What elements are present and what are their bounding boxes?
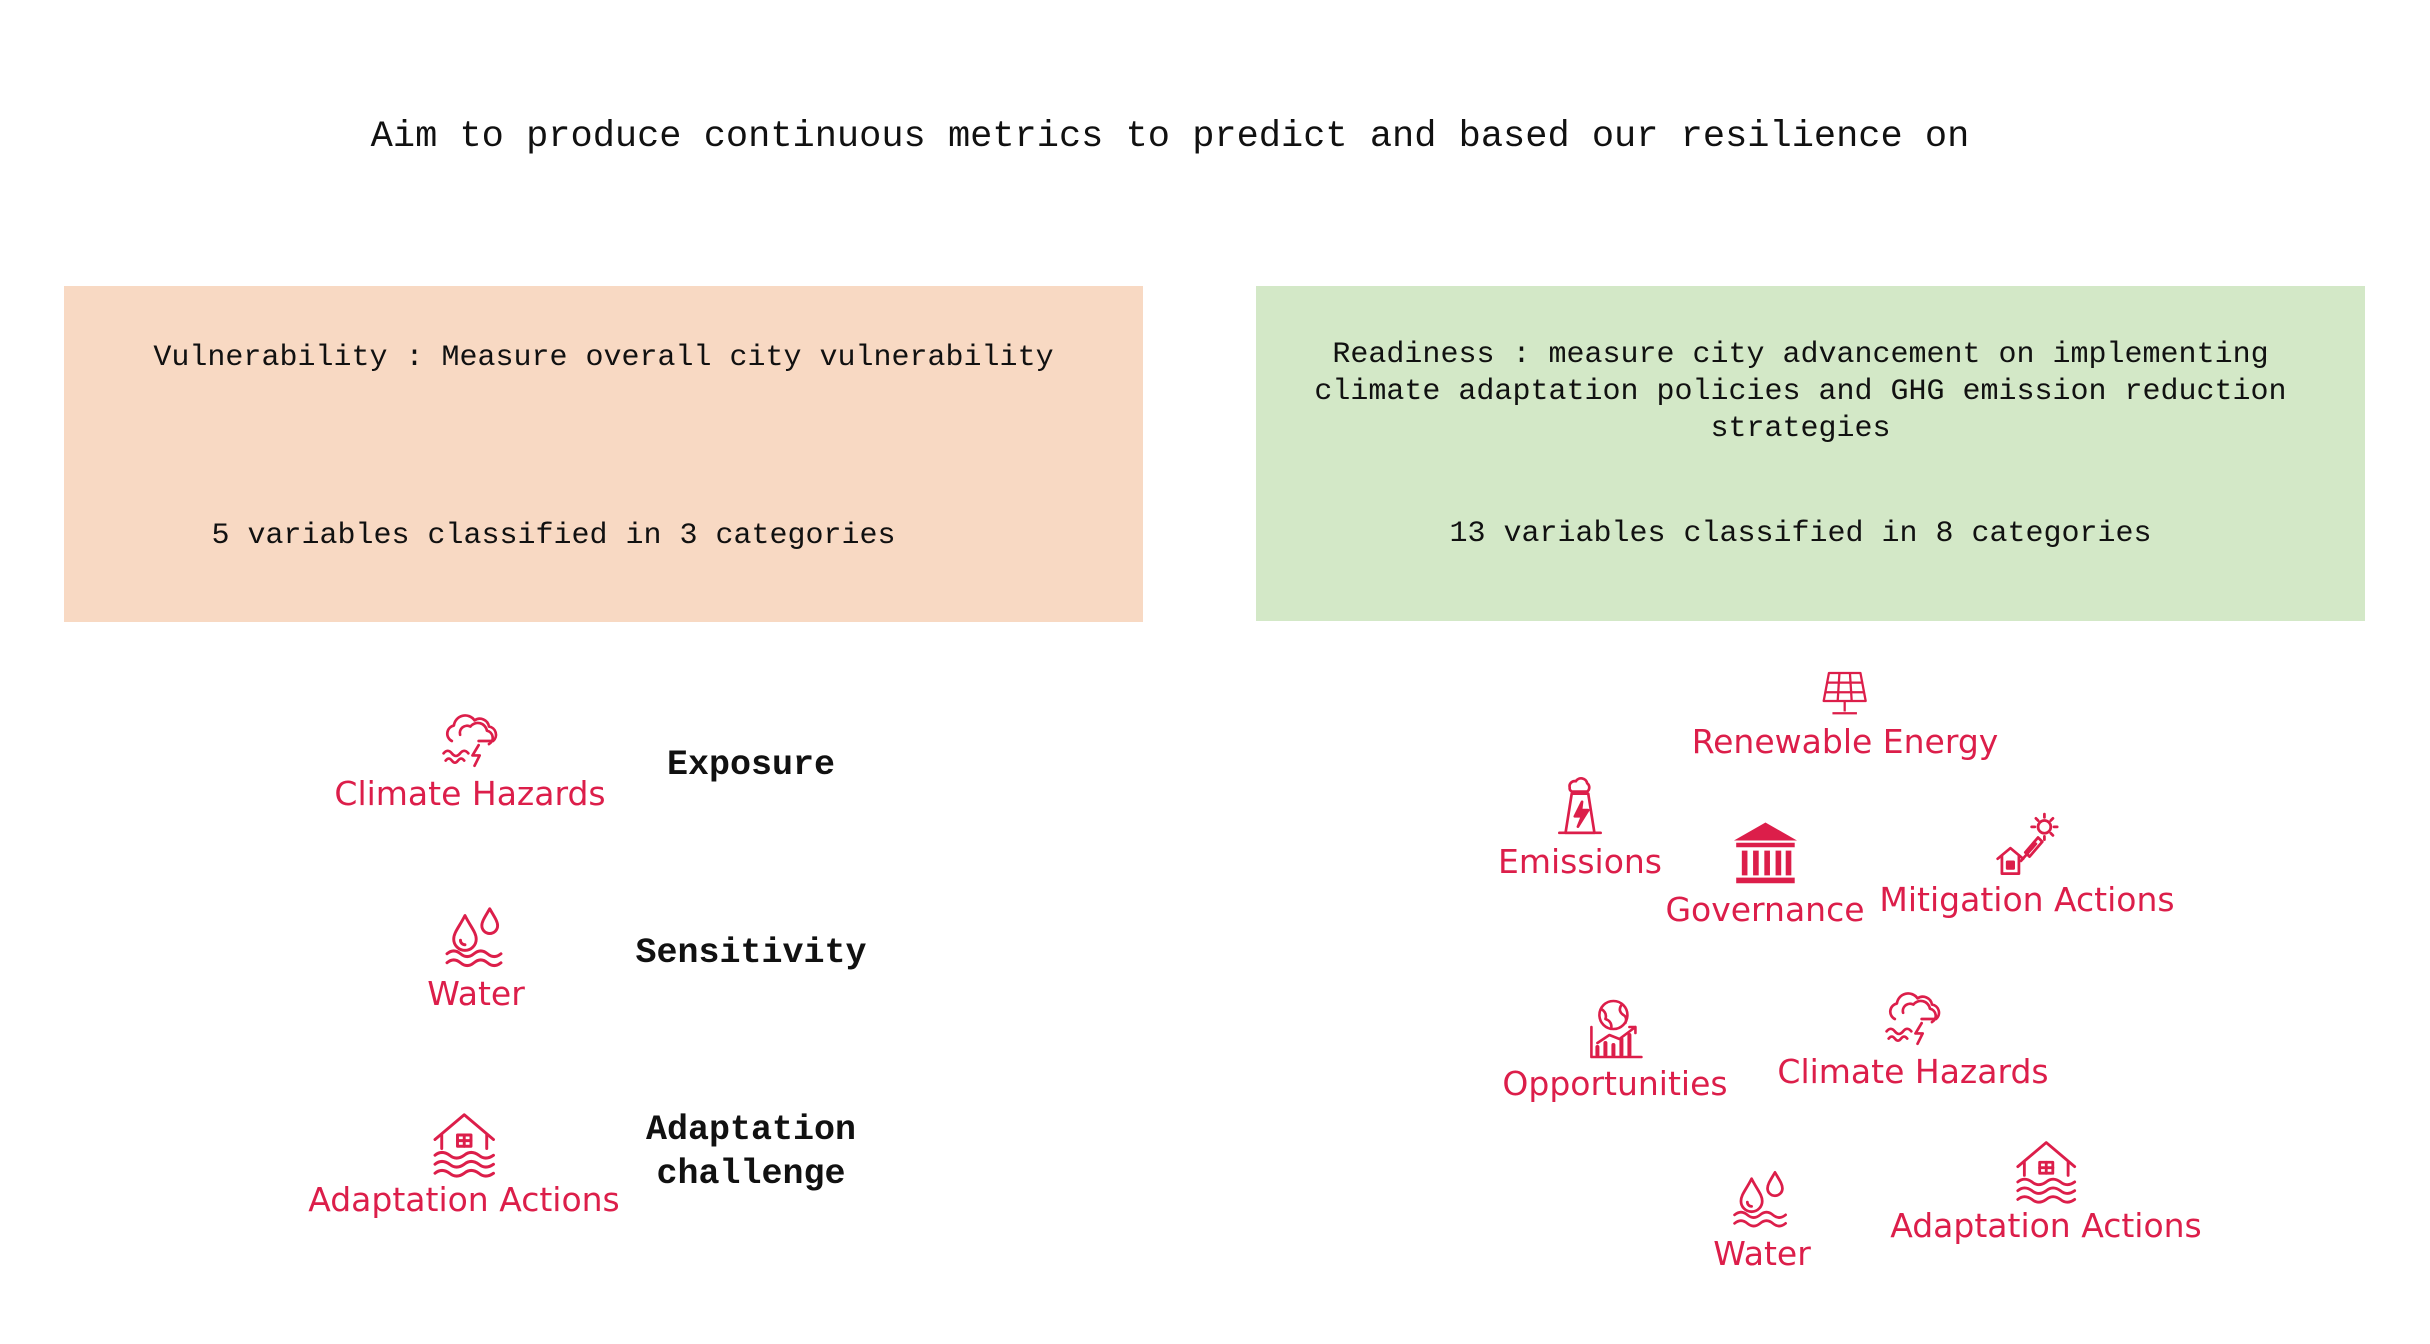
ready-variable-label: Renewable Energy bbox=[1691, 722, 1999, 761]
readiness-summary: 13 variables classified in 8 categories bbox=[1449, 517, 2152, 551]
ready-variable-label: Opportunities bbox=[1502, 1064, 1728, 1103]
category-adaptation-challenge: Adaptation challenge bbox=[645, 1110, 857, 1194]
vuln-variable-adaptation-actions: Adaptation Actions bbox=[308, 1108, 620, 1219]
ready-variable-water: Water bbox=[1713, 1166, 1811, 1273]
ready-variable-label: Water bbox=[1713, 1234, 1811, 1273]
readiness-panel: Readiness : measure city advancement on … bbox=[1256, 286, 2365, 621]
page-title: Aim to produce continuous metrics to pre… bbox=[370, 116, 1970, 158]
ready-variable-label: Emissions bbox=[1497, 842, 1663, 881]
ready-variable-opportunities: Opportunities bbox=[1502, 994, 1728, 1103]
ready-variable-label: Climate Hazards bbox=[1777, 1052, 2049, 1091]
ready-variable-label: Governance bbox=[1665, 890, 1865, 929]
ready-variable-adaptation-actions: Adaptation Actions bbox=[1890, 1136, 2202, 1245]
government-building-icon bbox=[1729, 818, 1801, 890]
ready-variable-label: Mitigation Actions bbox=[1879, 880, 2175, 919]
ready-variable-climate-hazards: Climate Hazards bbox=[1777, 986, 2049, 1091]
solar-panel-icon bbox=[1809, 666, 1881, 722]
category-sensitivity: Sensitivity bbox=[635, 933, 867, 973]
globe-chart-icon bbox=[1583, 994, 1647, 1064]
category-exposure: Exposure bbox=[666, 745, 836, 785]
vuln-variable-label: Adaptation Actions bbox=[308, 1180, 620, 1219]
vuln-variable-water: Water bbox=[427, 902, 525, 1013]
vuln-variable-label: Climate Hazards bbox=[334, 774, 606, 813]
flooded-house-icon bbox=[2010, 1136, 2082, 1206]
ready-variable-emissions: Emissions bbox=[1498, 770, 1662, 881]
vuln-variable-climate-hazards: Climate Hazards bbox=[334, 708, 606, 813]
flooded-house-icon bbox=[428, 1108, 500, 1180]
storm-icon bbox=[434, 708, 506, 774]
storm-icon bbox=[1877, 986, 1949, 1052]
power-plant-icon bbox=[1547, 770, 1613, 842]
readiness-heading: Readiness : measure city advancement on … bbox=[1314, 338, 2287, 446]
vulnerability-panel: Vulnerability : Measure overall city vul… bbox=[64, 286, 1143, 622]
ready-variable-mitigation-actions: Mitigation Actions bbox=[1879, 812, 2175, 919]
vuln-variable-label: Water bbox=[427, 974, 525, 1013]
water-drops-icon bbox=[1726, 1166, 1798, 1234]
ready-variable-label: Adaptation Actions bbox=[1890, 1206, 2202, 1245]
water-drops-icon bbox=[440, 902, 512, 974]
solar-house-icon bbox=[1991, 812, 2063, 880]
vulnerability-summary: 5 variables classified in 3 categories bbox=[211, 519, 896, 553]
vulnerability-heading: Vulnerability : Measure overall city vul… bbox=[153, 341, 1054, 375]
ready-variable-governance: Governance bbox=[1665, 818, 1865, 929]
ready-variable-renewable-energy: Renewable Energy bbox=[1691, 666, 1999, 761]
